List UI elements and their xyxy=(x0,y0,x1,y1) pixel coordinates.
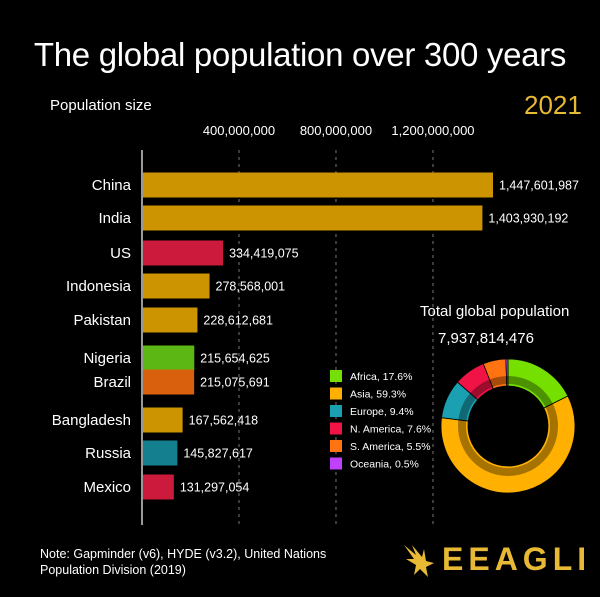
legend-swatch xyxy=(330,422,342,435)
eagle-logo-icon xyxy=(404,545,434,577)
category-label: Indonesia xyxy=(66,278,132,295)
value-label: 131,297,054 xyxy=(180,481,250,495)
bar xyxy=(143,307,198,333)
value-label: 278,568,001 xyxy=(216,280,286,294)
bar xyxy=(143,440,178,466)
year-label: 2021 xyxy=(524,90,582,120)
axis-title: Population size xyxy=(50,97,152,114)
value-label: 334,419,075 xyxy=(229,247,299,261)
category-label: Mexico xyxy=(83,479,131,496)
legend-label: Oceania, 0.5% xyxy=(350,459,419,471)
legend-swatch xyxy=(330,370,342,382)
value-label: 1,447,601,987 xyxy=(499,179,579,193)
x-tick-label: 400,000,000 xyxy=(203,123,275,138)
value-label: 167,562,418 xyxy=(189,414,259,428)
total-population-label: Total global population xyxy=(420,303,570,320)
category-label: Bangladesh xyxy=(52,412,131,429)
bar xyxy=(143,240,224,266)
legend-swatch xyxy=(330,457,342,470)
category-label: China xyxy=(92,177,132,194)
bar xyxy=(143,345,195,371)
value-label: 215,654,625 xyxy=(200,352,270,366)
donut-inner-shade xyxy=(458,376,558,476)
category-label: Pakistan xyxy=(73,312,131,329)
legend-label: S. America, 5.5% xyxy=(350,441,431,453)
value-label: 215,075,691 xyxy=(200,376,270,390)
bar xyxy=(143,369,195,395)
brand-name: EEAGLI xyxy=(442,541,592,577)
bar xyxy=(143,205,483,231)
x-tick-label: 1,200,000,000 xyxy=(391,123,474,138)
legend-swatch xyxy=(330,405,342,417)
bar xyxy=(143,474,174,500)
source-note: Note: Gapminder (v6), HYDE (v3.2), Unite… xyxy=(40,547,327,577)
donut-slice xyxy=(505,358,509,387)
chart-title: The global population over 300 years xyxy=(33,36,567,73)
value-label: 1,403,930,192 xyxy=(488,212,568,226)
legend-label: Europe, 9.4% xyxy=(350,406,414,418)
x-tick-label: 800,000,000 xyxy=(300,123,372,138)
category-label: US xyxy=(110,245,131,262)
category-label: India xyxy=(98,210,131,227)
bar xyxy=(143,407,183,433)
category-label: Russia xyxy=(85,445,132,462)
legend-swatch xyxy=(330,387,342,400)
bar xyxy=(143,172,493,198)
bar xyxy=(143,273,210,299)
legend-label: Asia, 59.3% xyxy=(350,389,406,401)
legend-label: Africa, 17.6% xyxy=(350,371,412,383)
legend-swatch xyxy=(330,440,342,452)
donut-slice xyxy=(440,395,576,494)
value-label: 228,612,681 xyxy=(203,314,273,328)
legend-label: N. America, 7.6% xyxy=(350,424,431,436)
category-label: Nigeria xyxy=(83,350,131,367)
value-label: 145,827,617 xyxy=(183,447,253,461)
total-population-value: 7,937,814,476 xyxy=(438,330,534,347)
category-label: Brazil xyxy=(93,374,131,391)
